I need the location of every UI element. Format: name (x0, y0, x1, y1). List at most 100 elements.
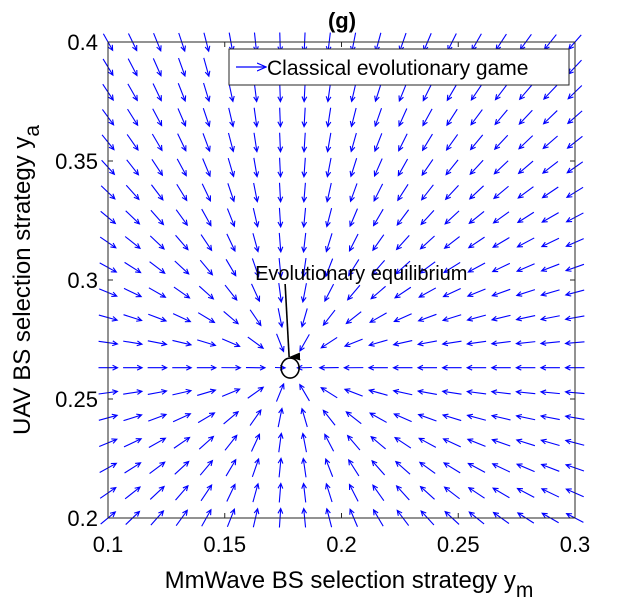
vector-arrow (492, 185, 509, 200)
vector-arrow (397, 158, 409, 177)
vector-arrow (349, 208, 358, 228)
vector-arrow (196, 364, 218, 371)
vector-arrow (418, 437, 437, 448)
x-tick-label: 0.15 (203, 532, 246, 557)
vector-arrow (197, 339, 217, 347)
vector-arrow (221, 388, 241, 397)
vector-arrow (540, 438, 560, 446)
vector-arrow (516, 237, 535, 248)
vector-arrow (517, 186, 534, 199)
vector-arrow (324, 457, 334, 477)
equilibrium-label: Evolutionary equilibrium (255, 263, 467, 285)
vector-arrow (540, 237, 560, 248)
vector-arrow (343, 338, 363, 348)
vector-arrow (123, 389, 144, 395)
vector-arrow (249, 309, 262, 327)
vector-arrow (277, 283, 284, 304)
vector-arrow (123, 438, 143, 448)
vector-arrow (445, 134, 459, 151)
vector-arrow (301, 457, 307, 478)
vector-arrow (175, 484, 189, 501)
vector-arrow (490, 389, 511, 396)
vector-arrow (277, 257, 284, 279)
vector-arrow (398, 133, 408, 152)
vector-arrow (249, 408, 262, 426)
vector-arrow (393, 313, 412, 323)
equilibrium-annotation: Evolutionary equilibrium (255, 263, 467, 379)
vector-arrow (421, 159, 434, 177)
vector-arrow (416, 364, 438, 371)
vector-arrow (419, 235, 435, 250)
vector-arrow (441, 314, 462, 322)
vector-arrow (301, 482, 307, 503)
vector-arrow (539, 315, 560, 322)
vector-arrow (176, 183, 188, 202)
vector-arrow (444, 184, 459, 201)
vector-arrow (149, 235, 165, 250)
vector-arrow (516, 211, 535, 224)
vector-arrow (397, 184, 409, 202)
vector-arrow (277, 482, 284, 503)
vector-arrow (124, 236, 141, 250)
y-ticks: 0.2 0.25 0.3 0.35 0.4 (55, 30, 575, 531)
vector-arrow (277, 182, 284, 204)
vector-arrow (466, 413, 487, 421)
vector-arrow (126, 134, 139, 152)
vector-arrow (324, 283, 335, 303)
vector-arrow (491, 288, 511, 297)
vector-arrow (301, 157, 308, 179)
vector-arrow (540, 289, 560, 297)
vector-arrow (300, 407, 308, 428)
chart-title: (g) (328, 8, 356, 33)
vector-arrow (518, 84, 533, 101)
vector-arrow (515, 364, 536, 371)
y-axis-label-subscript: a (21, 125, 44, 137)
vector-arrow (371, 459, 386, 476)
vector-arrow (227, 132, 235, 153)
vector-arrow (349, 183, 358, 203)
vector-arrow (515, 463, 535, 473)
vector-arrow (542, 135, 558, 150)
vector-arrow (540, 463, 560, 472)
vector-arrow (149, 461, 166, 475)
vector-arrow (325, 482, 333, 503)
vector-arrow (343, 364, 364, 371)
vector-arrow (515, 340, 536, 347)
vector-arrow (124, 486, 142, 500)
vector-arrow (226, 233, 236, 253)
vector-arrow (367, 364, 388, 371)
vector-arrow (251, 457, 260, 478)
vector-arrow (125, 210, 141, 225)
vector-arrow (228, 107, 235, 128)
vector-arrow (227, 157, 236, 178)
vector-arrow (442, 288, 461, 298)
vector-arrow (247, 386, 265, 399)
vector-arrow (467, 486, 485, 499)
vector-arrow (300, 283, 307, 304)
vector-arrow (124, 261, 142, 274)
vector-arrow (277, 232, 284, 254)
vector-arrow (347, 458, 360, 477)
vector-arrow (442, 462, 461, 474)
vector-arrow (539, 364, 560, 371)
vector-arrow (490, 413, 511, 421)
vector-arrow (466, 389, 487, 395)
vector-arrow (371, 259, 386, 276)
vector-arrow (518, 109, 533, 126)
vector-arrow (221, 364, 242, 371)
vector-arrow (126, 159, 140, 176)
vector-arrow (253, 182, 260, 203)
vector-arrow (123, 340, 144, 347)
vector-arrow (418, 461, 436, 474)
vector-arrow (419, 485, 435, 500)
vector-arrow (177, 133, 187, 152)
vector-arrow (518, 135, 534, 150)
vector-arrow (172, 364, 193, 371)
vector-arrow (348, 259, 360, 277)
vector-arrow (198, 285, 215, 300)
vector-arrow (202, 133, 211, 153)
legend-box (228, 48, 570, 86)
vector-arrow (541, 186, 559, 199)
vector-arrow (251, 258, 260, 278)
vector-arrow (346, 284, 361, 301)
